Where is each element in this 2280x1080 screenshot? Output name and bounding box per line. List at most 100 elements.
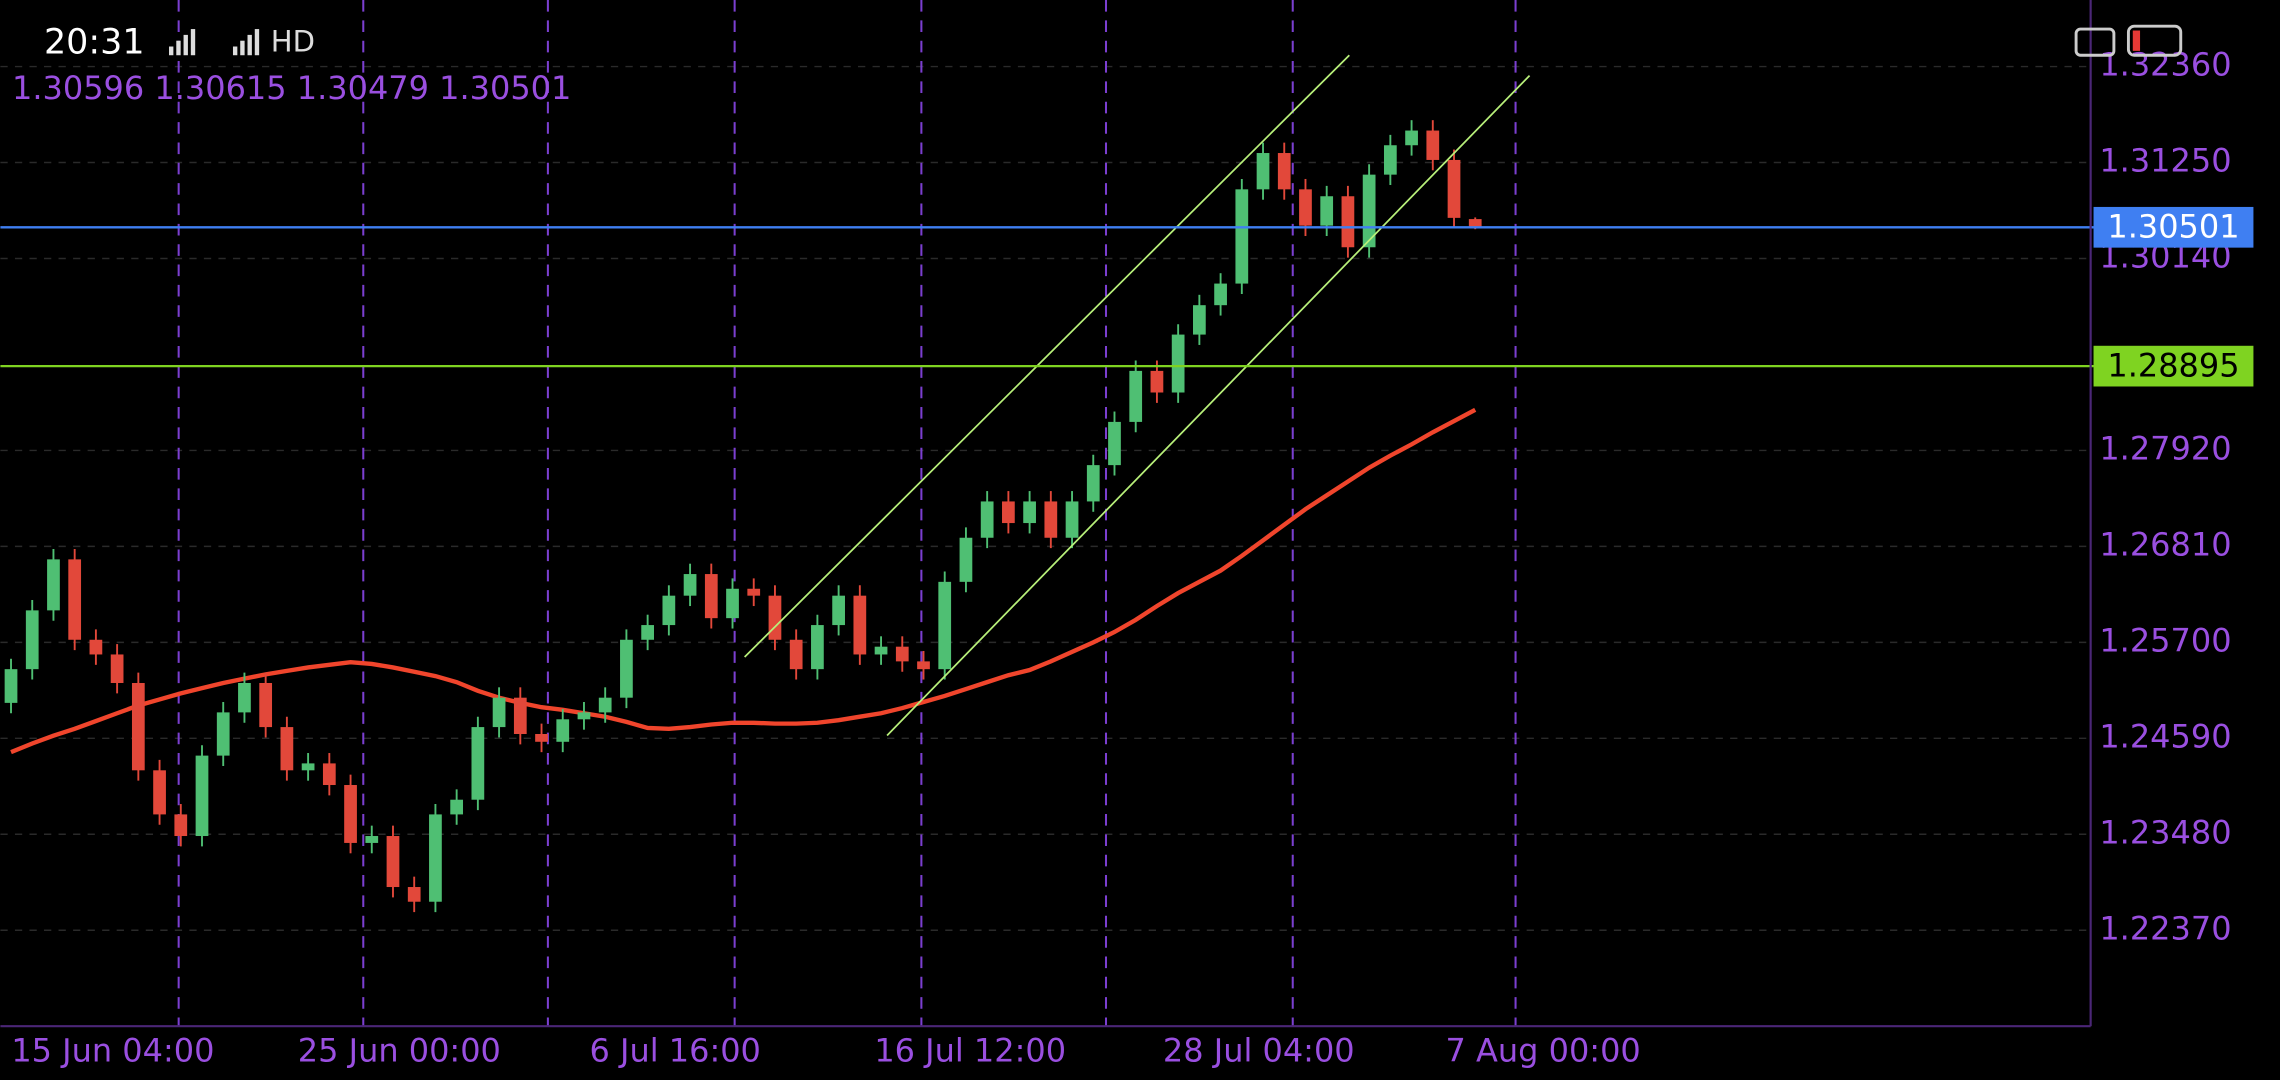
candle-body	[153, 770, 166, 815]
moving-average	[10, 407, 1477, 755]
candle-body	[980, 501, 994, 538]
x-tick-label: 16 Jul 12:00	[874, 1031, 1066, 1069]
candle-body	[641, 625, 654, 640]
y-tick-label: 1.31250	[2099, 142, 2231, 180]
candle-body	[1023, 501, 1036, 524]
plot-area	[0, 0, 2091, 1027]
candle-body	[301, 763, 315, 771]
candle-body	[386, 836, 400, 888]
candle-body	[938, 581, 952, 670]
candle-body	[853, 595, 867, 655]
status-network: HD	[271, 25, 315, 59]
x-tick-label: 6 Jul 16:00	[590, 1031, 761, 1069]
price-level-label: 1.28895	[2107, 347, 2239, 385]
candle-body	[556, 719, 570, 742]
candle-body	[811, 625, 824, 670]
candle-body	[747, 588, 761, 596]
candle-body	[704, 574, 718, 619]
price-level-label: 1.30501	[2107, 208, 2239, 246]
candle-body	[407, 887, 421, 902]
candle-body	[1235, 189, 1249, 284]
candle-body	[492, 697, 506, 728]
ohlc-open: 1.30596	[12, 69, 144, 107]
ohlc-high: 1.30615	[154, 69, 286, 107]
candle-body	[1214, 283, 1227, 306]
candle-body	[1129, 370, 1143, 422]
candle-body	[1150, 370, 1164, 393]
channel-line	[744, 54, 1350, 658]
candle-body	[1171, 334, 1185, 393]
candle-body	[174, 814, 188, 837]
candle-body	[259, 682, 273, 728]
candle-body	[47, 559, 60, 611]
candle-body	[1405, 130, 1418, 146]
candle-body	[280, 727, 294, 771]
candle-body	[535, 734, 548, 742]
candle-body	[1086, 465, 1100, 502]
candle-body	[1426, 130, 1440, 160]
candle-body	[131, 682, 145, 771]
channel-line	[886, 74, 1531, 737]
battery-icon	[2126, 24, 2183, 57]
battery-level	[2132, 30, 2141, 51]
candle-body	[238, 682, 251, 713]
candle-body	[789, 639, 803, 670]
candle-body	[110, 654, 124, 683]
candle-body	[450, 799, 464, 815]
y-tick-label: 1.27920	[2099, 429, 2231, 467]
candle-body	[895, 646, 909, 662]
status-bar: 20:31 HD	[44, 23, 2183, 63]
candle-body	[1299, 189, 1312, 226]
y-tick-label: 1.32360	[2099, 46, 2231, 84]
candle-body	[832, 595, 845, 626]
x-tick-label: 28 Jul 04:00	[1163, 1031, 1355, 1069]
candle-body	[216, 712, 230, 756]
candle-body	[1108, 421, 1121, 466]
y-tick-label: 1.25700	[2099, 621, 2231, 659]
price-level-box	[2093, 206, 2254, 248]
candle-body	[513, 697, 527, 735]
candle-body	[662, 595, 676, 626]
candle-body	[1341, 196, 1355, 248]
y-tick-label: 1.23480	[2099, 813, 2231, 851]
signal-icons	[169, 29, 260, 56]
status-time: 20:31	[44, 23, 145, 63]
ohlc-low: 1.30479	[297, 69, 429, 107]
candle-body	[874, 646, 888, 655]
candle-body	[1044, 501, 1058, 538]
y-tick-label: 1.26810	[2099, 525, 2231, 563]
ohlc-header: 1.30596 1.30615 1.30479 1.30501	[12, 69, 571, 107]
candle-body	[322, 763, 336, 786]
candle-body	[1468, 219, 1482, 228]
candle-body	[726, 588, 739, 619]
candle-body	[1320, 196, 1334, 226]
x-tick-label: 25 Jun 00:00	[298, 1031, 501, 1069]
candle-body	[365, 836, 379, 843]
y-tick-label: 1.22370	[2099, 909, 2231, 947]
candle-body	[1002, 501, 1015, 524]
candle-body	[89, 639, 103, 655]
candle-body	[25, 610, 39, 670]
price-level-box	[2093, 345, 2254, 387]
candle-body	[1193, 305, 1206, 335]
candle-body	[683, 574, 697, 596]
vibrate-icon	[2074, 27, 2116, 57]
candle-body	[68, 559, 82, 640]
candle-body	[917, 661, 930, 670]
overlay: 1.22370 1.23480 1.24590 1.25700 1.26810 1.279…	[0, 46, 2254, 1069]
candle-body	[429, 814, 442, 902]
candle-body	[1065, 501, 1079, 538]
candle-body	[344, 785, 357, 843]
candle-body	[620, 639, 633, 698]
candle-body	[195, 755, 209, 837]
x-tick-label: 15 Jun 04:00	[11, 1031, 214, 1069]
y-tick-label: 1.24590	[2099, 717, 2231, 755]
candle-body	[4, 669, 18, 703]
ohlc-close: 1.30501	[439, 69, 571, 107]
candle-body	[1362, 174, 1376, 248]
candle-body	[1256, 153, 1270, 190]
candle-body	[577, 712, 591, 720]
